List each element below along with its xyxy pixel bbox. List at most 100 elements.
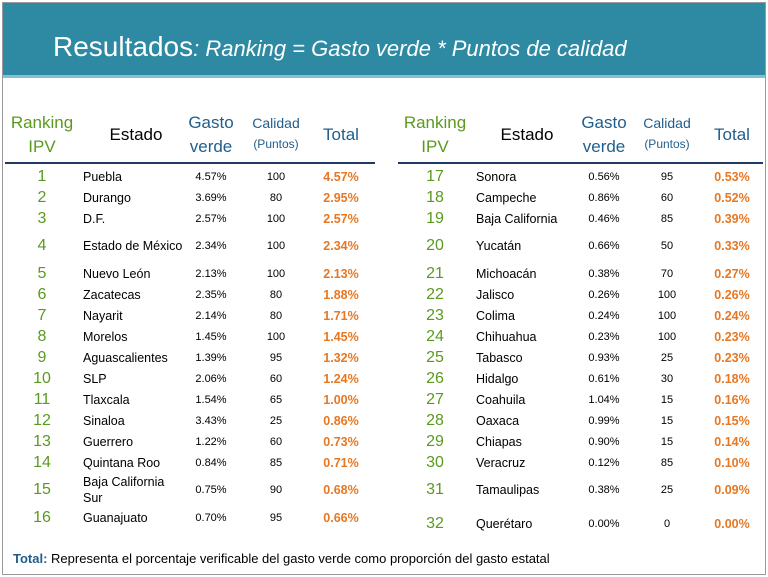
total-cell: 0.66% bbox=[323, 510, 359, 525]
total-cell: 0.18% bbox=[714, 371, 750, 386]
table-row: 10 SLP 2.06% 60 1.24% bbox=[3, 368, 375, 389]
rank-cell: 14 bbox=[33, 453, 51, 471]
total-cell: 2.57% bbox=[323, 211, 359, 226]
calidad-cell: 60 bbox=[269, 372, 283, 385]
rank-cell: 3 bbox=[37, 209, 47, 227]
estado-cell: Tabasco bbox=[476, 350, 523, 365]
rank-cell: 25 bbox=[426, 348, 444, 366]
table-row: 29 Chiapas 0.90% 15 0.14% bbox=[396, 431, 763, 452]
gasto-verde-cell: 0.75% bbox=[195, 484, 227, 496]
total-cell: 0.26% bbox=[714, 287, 750, 302]
total-cell: 0.23% bbox=[714, 350, 750, 365]
total-cell: 0.15% bbox=[714, 413, 750, 428]
rank-cell: 21 bbox=[426, 264, 444, 282]
estado-cell: Guanajuato bbox=[83, 510, 148, 525]
gasto-verde-cell: 0.12% bbox=[588, 456, 620, 469]
rank-cell: 6 bbox=[37, 285, 47, 303]
title-main: Resultados bbox=[53, 31, 194, 62]
calidad-cell: 85 bbox=[660, 212, 674, 225]
total-cell: 1.00% bbox=[323, 392, 359, 407]
calidad-cell: 100 bbox=[266, 170, 286, 183]
rank-cell: 16 bbox=[33, 508, 51, 526]
table-body: 17 Sonora 0.56% 95 0.53% 18 Campeche 0.86% 60 0.5… bbox=[396, 166, 763, 541]
calidad-cell: 60 bbox=[660, 191, 674, 204]
rank-cell: 5 bbox=[37, 264, 47, 282]
total-cell: 0.24% bbox=[714, 308, 750, 323]
estado-cell: Coahuila bbox=[476, 392, 526, 407]
gasto-verde-cell: 0.70% bbox=[195, 511, 227, 524]
gasto-verde-cell: 0.90% bbox=[588, 435, 620, 448]
table-row: 26 Hidalgo 0.61% 30 0.18% bbox=[396, 368, 763, 389]
calidad-cell: 25 bbox=[269, 414, 283, 427]
ranking-table-left: Ranking IPV Estado Gasto verde Calidad (Pun… bbox=[3, 111, 375, 526]
table-row: 8 Morelos 1.45% 100 1.45% bbox=[3, 326, 375, 347]
estado-cell: Chihuahua bbox=[476, 329, 537, 344]
table-row: 15 Baja California Sur 0.75% 90 0.68% bbox=[3, 473, 375, 507]
rank-cell: 26 bbox=[426, 369, 444, 387]
table-row: 16 Guanajuato 0.70% 95 0.66% bbox=[3, 507, 375, 528]
gasto-verde-cell: 0.38% bbox=[588, 484, 620, 496]
estado-cell: Tamaulipas bbox=[476, 483, 540, 497]
estado-cell: Nuevo León bbox=[83, 266, 151, 281]
gasto-verde-cell: 0.61% bbox=[588, 372, 620, 385]
estado-cell: Hidalgo bbox=[476, 371, 519, 386]
rank-cell: 4 bbox=[37, 237, 47, 254]
gasto-verde-cell: 1.22% bbox=[195, 435, 227, 448]
estado-cell: Colima bbox=[476, 308, 515, 323]
rank-cell: 8 bbox=[37, 327, 47, 345]
header-calidad: Calidad (Puntos) bbox=[643, 115, 691, 151]
header-total: Total bbox=[714, 125, 750, 144]
footnote-text: Representa el porcentaje verificable del… bbox=[47, 551, 550, 566]
header-gasto-verde: Gasto verde bbox=[188, 113, 234, 156]
estado-cell: Tlaxcala bbox=[83, 392, 130, 407]
gasto-verde-cell: 1.45% bbox=[195, 330, 227, 343]
table-row: 5 Nuevo León 2.13% 100 2.13% bbox=[3, 263, 375, 284]
total-cell: 0.68% bbox=[323, 483, 359, 497]
footnote: Total: Representa el porcentaje verifica… bbox=[13, 551, 550, 566]
gasto-verde-cell: 0.66% bbox=[588, 240, 620, 252]
table-row: 7 Nayarit 2.14% 80 1.71% bbox=[3, 305, 375, 326]
rank-cell: 10 bbox=[33, 369, 51, 387]
gasto-verde-cell: 2.35% bbox=[195, 288, 227, 301]
total-cell: 0.39% bbox=[714, 211, 750, 226]
estado-cell: Jalisco bbox=[476, 287, 515, 302]
header-estado: Estado bbox=[500, 125, 554, 144]
gasto-verde-cell: 0.86% bbox=[588, 191, 620, 204]
total-cell: 0.52% bbox=[714, 190, 750, 205]
estado-cell: Puebla bbox=[83, 169, 122, 184]
total-cell: 2.34% bbox=[323, 239, 359, 253]
header-ranking: Ranking IPV bbox=[10, 113, 74, 156]
calidad-cell: 65 bbox=[269, 393, 283, 406]
title-bar: Resultados: Ranking = Gasto verde * Punt… bbox=[3, 3, 765, 75]
calidad-cell: 100 bbox=[266, 212, 286, 225]
rank-cell: 19 bbox=[426, 209, 444, 227]
table-row: 18 Campeche 0.86% 60 0.52% bbox=[396, 187, 763, 208]
total-cell: 0.16% bbox=[714, 392, 750, 407]
gasto-verde-cell: 0.26% bbox=[588, 288, 620, 301]
estado-cell: Morelos bbox=[83, 329, 128, 344]
rank-cell: 2 bbox=[37, 188, 47, 206]
slide-title: Resultados: Ranking = Gasto verde * Punt… bbox=[53, 31, 627, 63]
calidad-cell: 80 bbox=[269, 309, 283, 322]
table-row: 20 Yucatán 0.66% 50 0.33% bbox=[396, 229, 763, 263]
rank-cell: 30 bbox=[426, 453, 444, 471]
gasto-verde-cell: 1.04% bbox=[588, 393, 620, 406]
estado-cell: Michoacán bbox=[476, 266, 537, 281]
rank-cell: 28 bbox=[426, 411, 444, 429]
table-header: Ranking IPV Estado Gasto verde Calidad (Pun… bbox=[3, 111, 375, 164]
title-underline bbox=[3, 75, 765, 78]
calidad-cell: 95 bbox=[660, 170, 674, 183]
total-cell: 0.33% bbox=[714, 239, 750, 253]
estado-cell: Zacatecas bbox=[83, 287, 141, 302]
gasto-verde-cell: 2.14% bbox=[195, 309, 227, 322]
estado-cell: Baja California Sur bbox=[83, 475, 165, 505]
calidad-cell: 100 bbox=[266, 240, 286, 252]
rank-cell: 15 bbox=[33, 481, 51, 498]
table-row: 31 Tamaulipas 0.38% 25 0.09% bbox=[396, 473, 763, 507]
calidad-cell: 30 bbox=[660, 372, 674, 385]
calidad-cell: 95 bbox=[269, 351, 283, 364]
gasto-verde-cell: 0.00% bbox=[588, 518, 620, 530]
estado-cell: Aguascalientes bbox=[83, 350, 168, 365]
table-row: 1 Puebla 4.57% 100 4.57% bbox=[3, 166, 375, 187]
